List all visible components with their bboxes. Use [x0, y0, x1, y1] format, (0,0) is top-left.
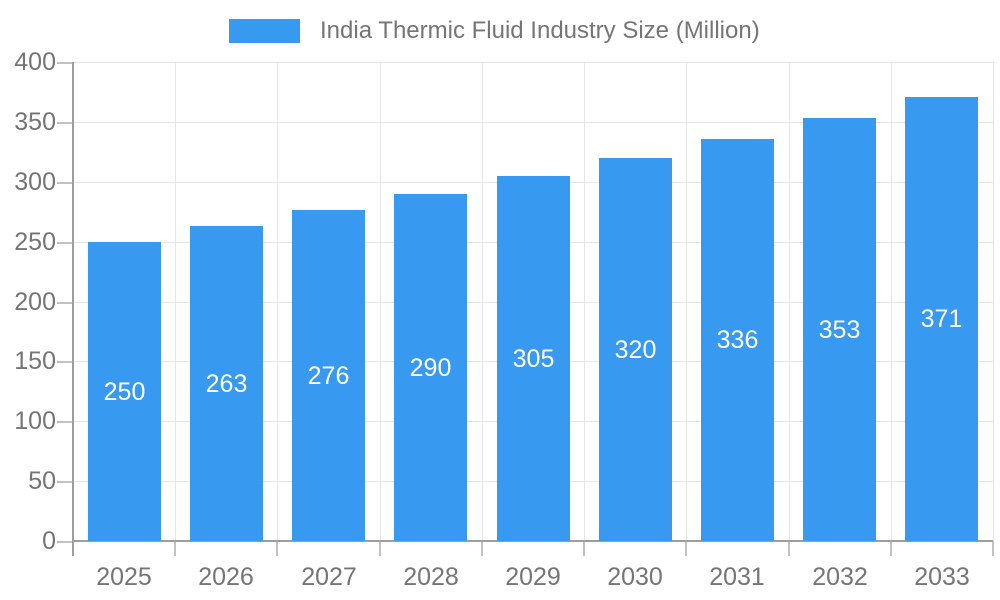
- gridline-horizontal: [73, 62, 993, 63]
- y-axis-tick: [57, 541, 73, 543]
- bar[interactable]: 336: [701, 139, 774, 541]
- x-axis-tick: [276, 541, 278, 556]
- bar-value-label: 250: [103, 377, 146, 406]
- x-axis-tick: [890, 541, 892, 556]
- x-axis-tick: [583, 541, 585, 556]
- y-axis-tick: [57, 182, 73, 184]
- bar-value-label: 276: [307, 361, 350, 390]
- y-axis-tick: [57, 421, 73, 423]
- y-axis-tick-label: 250: [14, 228, 56, 256]
- x-axis-tick-label: 2029: [505, 563, 561, 591]
- x-axis-tick-label: 2033: [914, 563, 970, 591]
- gridline-vertical: [686, 62, 687, 541]
- bar[interactable]: 276: [292, 210, 365, 541]
- gridline-vertical: [175, 62, 176, 541]
- legend-swatch: [229, 19, 300, 43]
- y-axis-tick-label: 350: [14, 108, 56, 136]
- y-axis-tick: [57, 302, 73, 304]
- x-axis-tick: [992, 541, 994, 556]
- x-axis-line: [73, 540, 993, 542]
- gridline-vertical: [482, 62, 483, 541]
- gridline-vertical: [789, 62, 790, 541]
- gridline-vertical: [993, 62, 994, 541]
- x-axis-tick-label: 2027: [301, 563, 357, 591]
- chart-legend: India Thermic Fluid Industry Size (Milli…: [229, 18, 760, 44]
- gridline-vertical: [277, 62, 278, 541]
- gridline-vertical: [891, 62, 892, 541]
- x-axis-tick: [379, 541, 381, 556]
- y-axis-tick: [57, 242, 73, 244]
- y-axis-tick-label: 150: [14, 347, 56, 375]
- x-axis-tick-label: 2032: [812, 563, 868, 591]
- bar-value-label: 353: [818, 315, 861, 344]
- y-axis-tick-label: 100: [14, 407, 56, 435]
- y-axis-tick-label: 50: [28, 467, 56, 495]
- gridline-vertical: [584, 62, 585, 541]
- bar-value-label: 371: [920, 305, 963, 333]
- x-axis-tick-label: 2026: [198, 563, 254, 591]
- bar-value-label: 320: [614, 335, 657, 364]
- x-axis-tick: [685, 541, 687, 556]
- y-axis-tick-label: 400: [14, 48, 56, 76]
- bar[interactable]: 290: [394, 194, 467, 541]
- bar-value-label: 263: [205, 369, 248, 398]
- bar-value-label: 336: [716, 326, 759, 354]
- y-axis-line: [72, 62, 74, 556]
- x-axis-tick: [788, 541, 790, 556]
- bar[interactable]: 353: [803, 118, 876, 541]
- y-axis-tick: [57, 361, 73, 363]
- bar[interactable]: 263: [190, 226, 263, 541]
- bar[interactable]: 320: [599, 158, 672, 541]
- gridline-vertical: [380, 62, 381, 541]
- x-axis-tick-label: 2030: [607, 563, 663, 591]
- y-axis-tick-label: 200: [14, 288, 56, 316]
- bar[interactable]: 250: [88, 242, 161, 541]
- bar[interactable]: 371: [905, 97, 978, 541]
- bar-value-label: 305: [512, 344, 555, 373]
- y-axis-tick-label: 0: [42, 527, 56, 555]
- y-axis-tick: [57, 62, 73, 64]
- y-axis-tick: [57, 481, 73, 483]
- x-axis-tick-label: 2025: [96, 563, 152, 591]
- bar-value-label: 290: [409, 353, 452, 382]
- x-axis-tick: [481, 541, 483, 556]
- y-axis-tick: [57, 122, 73, 124]
- gridline-horizontal: [73, 122, 993, 123]
- legend-label: India Thermic Fluid Industry Size (Milli…: [320, 17, 760, 44]
- bar[interactable]: 305: [497, 176, 570, 541]
- x-axis-tick-label: 2028: [403, 563, 459, 591]
- y-axis-tick-label: 300: [14, 168, 56, 196]
- x-axis-tick-label: 2031: [709, 563, 765, 591]
- x-axis-tick: [174, 541, 176, 556]
